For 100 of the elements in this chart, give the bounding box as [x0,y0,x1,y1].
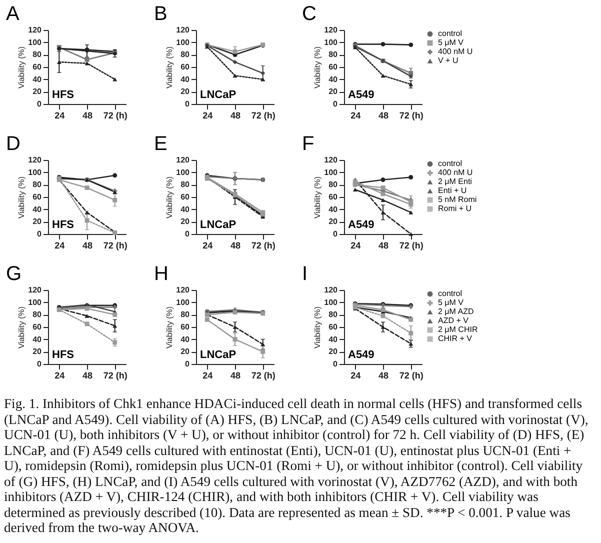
y-tick-label: 0 [185,360,190,368]
annotation: A549 [348,349,374,361]
y-tick-label: 80 [328,310,338,320]
legend-label: AZD + V [438,316,470,325]
x-tick-label: 48 [378,110,389,120]
y-tick-label: 120 [324,156,338,164]
legend-label: 2 μM CHIR [438,325,478,334]
x-tick-label: 48 [378,370,389,380]
y-tick-label: 0 [185,230,190,238]
y-tick-label: 0 [37,230,42,238]
x-tick-label: 72 (h) [251,110,276,120]
x-tick-label: 48 [82,240,93,250]
annotation: A549 [348,219,374,231]
y-tick-label: 80 [328,50,338,60]
chart-title: C [302,3,316,25]
x-tick-label: 24 [350,110,361,120]
y-tick-label: 80 [180,180,190,190]
y-tick-label: 120 [28,156,42,164]
y-tick-label: 60 [32,62,42,72]
chart-title: F [302,133,314,155]
legend-label: 5 μM V [438,38,464,47]
y-tick-label: 20 [328,347,338,356]
x-tick-label: 48 [230,370,241,380]
y-axis-title: Viability (%) [17,46,26,89]
y-axis-title: Viability (%) [313,176,322,219]
y-tick-label: 100 [28,38,42,47]
x-tick-label: 72 (h) [399,240,424,250]
y-tick-label: 20 [32,87,42,96]
legend-label: 2 μM Enti [438,177,472,186]
legend-label: 400 nM U [438,168,473,177]
y-tick-label: 20 [32,217,42,226]
y-axis-title: Viability (%) [17,306,26,349]
x-tick-label: 48 [82,110,93,120]
annotation: HFS [52,89,74,101]
y-tick-label: 0 [333,360,338,368]
y-axis-title: Viability (%) [165,176,174,219]
y-tick-label: 60 [180,322,190,332]
legend-label: Enti + U [438,186,467,195]
legend-label: Romi + U [438,204,472,213]
y-tick-label: 80 [180,50,190,60]
y-tick-label: 80 [32,310,42,320]
legend-label: 400 nM U [438,47,473,56]
y-tick-label: 100 [28,168,42,177]
x-tick-label: 24 [54,240,65,250]
y-tick-label: 40 [180,74,190,84]
y-tick-label: 20 [180,87,190,96]
y-tick-label: 0 [185,100,190,108]
legend-label: CHIR + V [438,334,473,343]
y-tick-label: 40 [32,334,42,344]
legend-label: 2 μM AZD [438,307,474,316]
y-tick-label: 40 [180,204,190,214]
annotation: LNCaP [200,349,236,361]
y-axis-title: Viability (%) [165,46,174,89]
x-tick-label: 24 [350,240,361,250]
y-tick-label: 100 [324,168,338,177]
x-tick-label: 24 [202,240,213,250]
y-tick-label: 0 [333,230,338,238]
y-tick-label: 60 [328,62,338,72]
y-tick-label: 120 [28,26,42,34]
text: Fig. 1. Inhibitors of Chk1 enhance HDACi-induced cell death in normal cells (HFS) and transformed cells (LNCaP and A549). Cell viability of (A) HFS, (B) LNCaP, and (C) A549 cells cultured with vorinostat (V), UCN-01 (U), both inhibitors (V + U), or without inhibitor (control) for 72 h. Cell viability of (D) HFS, (E) LNCaP, and (F) A549 cells cultured with entinostat (Enti), UCN-01 (U), entinostat plus UCN-01 (Enti + U), romidepsin (Romi), romidepsin plus UCN-01 (Romi + U), or without inhibitor (control). Cell viability of (G) HFS, (H) LNCaP, and (I) A549 cells cultured with vorinostat (V), AZD7762 (AZD), and with both inhibitors (AZD + V), CHIR-124 (CHIR), and with both inhibitors (CHIR + V). Cell viability was determined as previously described (10). Data are represented as mean ± SD. ***P < 0.001. P value was derived from the two-way ANOVA. [4,396,588,535]
y-tick-label: 0 [37,100,42,108]
x-tick-label: 24 [350,370,361,380]
chart-title: E [154,133,168,155]
y-tick-label: 100 [176,38,190,47]
legend-label: 5 nM Romi [438,195,477,204]
y-tick-label: 40 [328,204,338,214]
x-tick-label: 72 (h) [103,240,128,250]
y-axis-title: Viability (%) [165,306,174,349]
y-tick-label: 60 [328,192,338,202]
annotation: HFS [52,349,74,361]
y-tick-label: 40 [328,74,338,84]
x-tick-label: 48 [230,110,241,120]
y-tick-label: 20 [180,347,190,356]
legend-label: control [438,29,462,38]
y-axis-title: Viability (%) [17,176,26,219]
x-tick-label: 24 [54,370,65,380]
chart-title: I [302,263,308,285]
x-tick-label: 24 [54,110,65,120]
y-tick-label: 60 [32,192,42,202]
y-tick-label: 100 [176,298,190,307]
y-tick-label: 80 [32,180,42,190]
y-tick-label: 40 [180,334,190,344]
y-axis-title: Viability (%) [313,306,322,349]
y-tick-label: 100 [324,38,338,47]
y-axis-title: Viability (%) [313,46,322,89]
annotation: LNCaP [200,89,236,101]
annotation: A549 [348,89,374,101]
legend-label: control [438,159,462,168]
y-tick-label: 120 [324,286,338,294]
y-tick-label: 20 [328,87,338,96]
x-tick-label: 72 (h) [103,110,128,120]
y-tick-label: 80 [32,50,42,60]
chart-title: G [6,263,22,285]
chart-title: H [154,263,168,285]
y-tick-label: 100 [176,168,190,177]
y-tick-label: 60 [328,322,338,332]
chart-title: D [6,133,20,155]
legend-label: control [438,289,462,298]
y-tick-label: 120 [176,26,190,34]
y-tick-label: 100 [324,298,338,307]
